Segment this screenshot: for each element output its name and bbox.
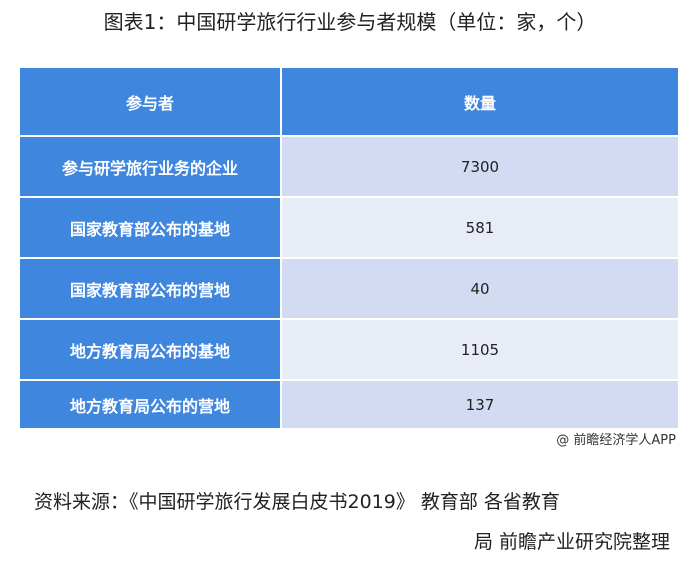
source-note: 资料来源：《中国研学旅行发展白皮书2019》 教育部 各省教育 局 前瞻产业研究… xyxy=(34,482,670,562)
table-row: 参与研学旅行业务的企业 7300 xyxy=(20,137,678,196)
row-label: 地方教育局公布的营地 xyxy=(20,381,280,428)
table-header: 参与者 数量 xyxy=(20,68,678,135)
table-row: 地方教育局公布的营地 137 xyxy=(20,381,678,428)
row-label: 国家教育部公布的基地 xyxy=(20,198,280,257)
table-row: 国家教育部公布的基地 581 xyxy=(20,198,678,257)
header-participant: 参与者 xyxy=(20,68,280,135)
table-row: 国家教育部公布的营地 40 xyxy=(20,259,678,318)
row-value: 1105 xyxy=(282,320,678,379)
source-line-1: 资料来源：《中国研学旅行发展白皮书2019》 教育部 各省教育 xyxy=(34,491,560,513)
row-value: 581 xyxy=(282,198,678,257)
data-table: 参与者 数量 参与研学旅行业务的企业 7300 国家教育部公布的基地 581 国… xyxy=(20,68,678,430)
credit-text: @ 前瞻经济学人APP xyxy=(556,433,676,448)
row-label: 国家教育部公布的营地 xyxy=(20,259,280,318)
source-line-2: 局 前瞻产业研究院整理 xyxy=(473,531,670,553)
header-count: 数量 xyxy=(282,68,678,135)
table-row: 地方教育局公布的基地 1105 xyxy=(20,320,678,379)
row-value: 40 xyxy=(282,259,678,318)
row-label: 参与研学旅行业务的企业 xyxy=(20,137,280,196)
chart-title: 图表1：中国研学旅行行业参与者规模（单位：家，个） xyxy=(103,10,597,34)
row-value: 7300 xyxy=(282,137,678,196)
row-label: 地方教育局公布的基地 xyxy=(20,320,280,379)
row-value: 137 xyxy=(282,381,678,428)
